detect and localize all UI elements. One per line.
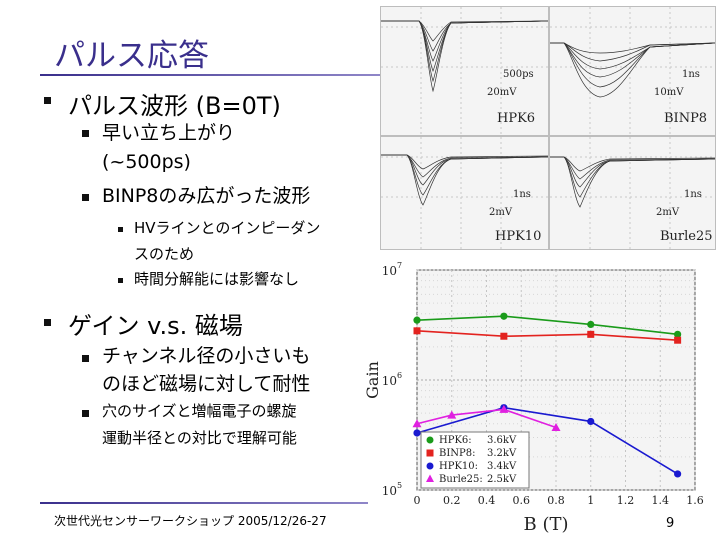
legend-label: HPK10:: [439, 461, 478, 472]
bullet-hole-size: 穴のサイズと増幅電子の螺旋: [102, 402, 297, 420]
slide-title: パルス応答: [54, 38, 209, 74]
footer-text: 次世代光センサーワークショップ 2005/12/26-27: [54, 514, 327, 528]
bullet-hv-line-cont: スのため: [134, 245, 195, 263]
data-point-hpk6: [587, 320, 595, 329]
series-line-hpk6: [416, 315, 678, 336]
bullet-channel-size: チャンネル径の小さいも: [102, 345, 311, 367]
panel-name: Burle25: [660, 229, 713, 244]
x-tick-label: 1.2: [617, 494, 635, 507]
x-tick-label: 0: [414, 494, 421, 507]
bullet-fast-rise: 早い立ち上がり: [102, 122, 236, 144]
legend-box: [420, 431, 530, 489]
volt-scale-label: 2mV: [656, 207, 680, 218]
waveform-traces: [381, 7, 548, 135]
scope-panel-hpk10: 1ns 2mV HPK10: [380, 136, 549, 250]
y-tick-exponent: 5: [397, 481, 402, 490]
x-tick-label: 1.6: [686, 494, 704, 507]
bullet-marker: [82, 410, 89, 417]
scope-panel-hpk6: 500ps 20mV HPK6: [380, 6, 549, 136]
waveform-traces: [550, 137, 715, 249]
x-tick-label: 0.4: [478, 494, 496, 507]
legend-voltage: 3.2kV: [487, 448, 517, 459]
data-point-hpk10: [674, 470, 682, 478]
bullet-marker: [118, 227, 123, 232]
waveform-traces: [381, 137, 548, 249]
y-axis-label: Gain: [363, 361, 382, 399]
x-tick-label: 1.4: [652, 494, 670, 507]
legend-voltage: 3.6kV: [487, 435, 517, 446]
y-tick-label: 10: [382, 374, 397, 388]
bullet-marker: [82, 194, 89, 201]
data-point-binp8: [587, 330, 595, 338]
bullet-binp8: BINP8のみ広がった波形: [102, 185, 311, 207]
legend-marker-burle25: [426, 474, 434, 482]
bullet-hv-line: HVラインとのインピーダン: [134, 219, 321, 237]
bullet-marker: [44, 97, 51, 104]
data-point-binp8: [413, 327, 421, 335]
legend-voltage: 2.5kV: [487, 474, 517, 485]
data-point-hpk6: [500, 312, 508, 320]
legend-voltage: 3.4kV: [487, 461, 517, 472]
data-point-hpk6: [674, 330, 682, 338]
title-divider: [40, 74, 380, 76]
legend-marker-hpk10: [426, 462, 434, 470]
y-tick-label: 10: [382, 484, 397, 498]
scope-panel-binp8: 1ns 10mV BINP8: [549, 6, 716, 136]
bullet-pulse-waveform: パルス波形 (B=0T): [68, 92, 281, 120]
data-point-binp8: [674, 336, 682, 344]
legend-marker-binp8: [426, 449, 434, 457]
time-scale-label: 500ps: [503, 69, 534, 80]
x-axis-label: B (T): [524, 514, 569, 535]
y-tick-exponent: 6: [397, 371, 402, 380]
bullet-marker: [118, 278, 123, 283]
data-point-burle25: [551, 422, 561, 431]
series-line-burle25: [416, 408, 557, 429]
time-scale-label: 1ns: [682, 69, 700, 80]
panel-name: HPK6: [497, 111, 536, 126]
bullet-marker: [82, 355, 89, 362]
panel-name: HPK10: [495, 229, 542, 244]
legend-label: Burle25:: [439, 474, 483, 485]
waveform-traces: [550, 7, 715, 135]
page-number: 9: [666, 516, 675, 531]
volt-scale-label: 20mV: [487, 87, 517, 98]
x-tick-label: 0.6: [513, 494, 531, 507]
panel-name: BINP8: [664, 111, 708, 126]
volt-scale-label: 10mV: [654, 87, 684, 98]
time-scale-label: 1ns: [684, 189, 702, 200]
bullet-marker: [44, 319, 51, 326]
bullet-channel-size-cont: のほど磁場に対して耐性: [102, 373, 311, 395]
bullet-time-resolution: 時間分解能には影響なし: [134, 270, 300, 288]
series-line-binp8: [416, 330, 678, 342]
scope-panel-burle25: 1ns 2mV Burle25: [549, 136, 716, 250]
legend-marker-hpk6: [426, 436, 434, 444]
x-tick-label: 0.2: [443, 494, 461, 507]
time-scale-label: 1ns: [513, 189, 531, 200]
legend-label: BINP8:: [439, 448, 476, 459]
bullet-hole-size-cont: 運動半径との対比で理解可能: [102, 429, 297, 447]
bullet-fast-rise-cont: (~500ps): [102, 151, 191, 173]
data-point-burle25: [499, 404, 509, 413]
x-tick-label: 1: [587, 494, 594, 507]
data-point-hpk6: [413, 316, 421, 324]
data-point-hpk10: [587, 417, 595, 426]
data-point-hpk10: [413, 429, 421, 437]
bullet-marker: [82, 130, 89, 137]
series-line-hpk10: [416, 406, 679, 475]
volt-scale-label: 2mV: [489, 207, 513, 218]
y-tick-label: 10: [382, 264, 397, 278]
legend-label: HPK6:: [439, 435, 472, 446]
x-tick-label: 0.8: [547, 494, 565, 507]
data-point-binp8: [500, 332, 508, 340]
data-point-burle25: [412, 419, 422, 428]
y-tick-exponent: 7: [397, 261, 402, 270]
bullet-gain-vs-field: ゲイン v.s. 磁場: [68, 312, 243, 340]
footer-divider: [40, 502, 368, 504]
data-point-burle25: [447, 410, 457, 419]
